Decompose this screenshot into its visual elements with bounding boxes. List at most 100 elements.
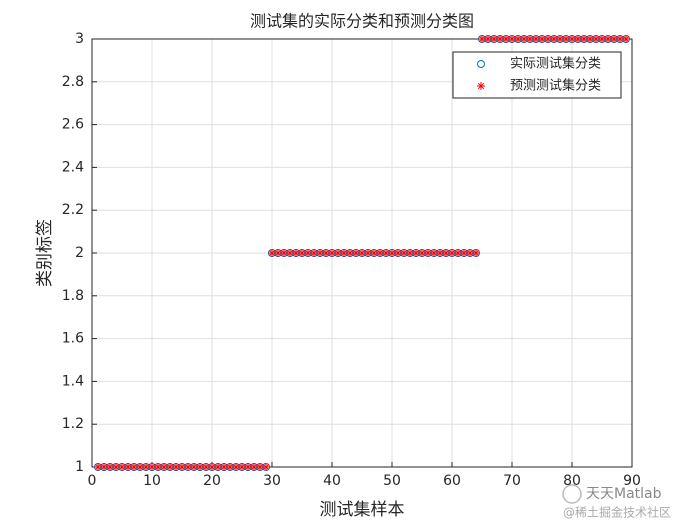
- data-point: [382, 249, 390, 257]
- data-point: [286, 249, 294, 257]
- data-point: [148, 463, 156, 471]
- chart-title: 测试集的实际分类和预测分类图: [250, 12, 474, 31]
- data-point: [118, 463, 126, 471]
- legend-box: [452, 51, 622, 99]
- data-point: [262, 463, 270, 471]
- data-point: [220, 463, 228, 471]
- y-tick-label: 1.2: [62, 416, 84, 432]
- data-point: [310, 249, 318, 257]
- y-tick-label: 2.4: [62, 159, 84, 175]
- data-point: [238, 463, 246, 471]
- data-point: [466, 249, 474, 257]
- y-axis-label: 类别标签: [35, 219, 55, 287]
- data-point: [340, 249, 348, 257]
- legend-label: 实际测试集分类: [510, 56, 601, 72]
- data-point: [526, 35, 534, 43]
- data-point: [442, 249, 450, 257]
- y-tick-label: 2.8: [62, 74, 84, 90]
- y-tick-label: 2.6: [62, 117, 84, 133]
- x-tick-label: 30: [263, 473, 281, 489]
- data-point: [112, 463, 120, 471]
- watermark-logo: [562, 484, 582, 504]
- data-point: [160, 463, 168, 471]
- data-point: [202, 463, 210, 471]
- data-point: [562, 35, 570, 43]
- data-point: [568, 35, 576, 43]
- y-tick-label: 1: [75, 459, 84, 475]
- legend-marker: [477, 60, 485, 68]
- y-tick-label: 1.6: [62, 331, 84, 347]
- data-point: [94, 463, 102, 471]
- y-tick-label: 1.4: [62, 373, 84, 389]
- data-point: [460, 249, 468, 257]
- data-point: [142, 463, 150, 471]
- watermark: @稀土掘金技术社区: [563, 505, 671, 520]
- data-point: [232, 463, 240, 471]
- data-point: [364, 249, 372, 257]
- data-point: [520, 35, 528, 43]
- data-point: [268, 249, 276, 257]
- data-point: [592, 35, 600, 43]
- data-point: [388, 249, 396, 257]
- x-tick-label: 70: [503, 473, 521, 489]
- data-point: [358, 249, 366, 257]
- data-point: [190, 463, 198, 471]
- data-point: [106, 463, 114, 471]
- data-point: [478, 35, 486, 43]
- data-point: [556, 35, 564, 43]
- data-point: [604, 35, 612, 43]
- data-point: [250, 463, 258, 471]
- data-point: [616, 35, 624, 43]
- data-point: [124, 463, 132, 471]
- x-tick-label: 40: [323, 473, 341, 489]
- data-point: [184, 463, 192, 471]
- data-point: [328, 249, 336, 257]
- x-tick-label: 60: [443, 473, 461, 489]
- data-point: [586, 35, 594, 43]
- data-point: [100, 463, 108, 471]
- y-tick-label: 2: [75, 245, 84, 261]
- data-point: [172, 463, 180, 471]
- data-point: [418, 249, 426, 257]
- data-point: [394, 249, 402, 257]
- x-tick-label: 0: [88, 473, 97, 489]
- data-point: [154, 463, 162, 471]
- x-tick-label: 90: [623, 473, 641, 489]
- y-tick-label: 3: [75, 31, 84, 47]
- data-point: [448, 249, 456, 257]
- data-point: [208, 463, 216, 471]
- data-point: [244, 463, 252, 471]
- data-point: [508, 35, 516, 43]
- data-point: [130, 463, 138, 471]
- data-point: [406, 249, 414, 257]
- data-point: [334, 249, 342, 257]
- data-point: [574, 35, 582, 43]
- legend-marker: [477, 82, 485, 90]
- data-point: [400, 249, 408, 257]
- data-point: [550, 35, 558, 43]
- data-point: [598, 35, 606, 43]
- data-point: [532, 35, 540, 43]
- legend-label: 预测测试集分类: [510, 78, 601, 94]
- data-point: [484, 35, 492, 43]
- data-point: [490, 35, 498, 43]
- data-point: [424, 249, 432, 257]
- x-tick-label: 80: [563, 473, 581, 489]
- y-tick-label: 2.2: [62, 202, 84, 218]
- y-tick-label: 1.8: [62, 288, 84, 304]
- x-axis-label: 测试集样本: [320, 500, 405, 520]
- plot-frame: [91, 38, 633, 468]
- data-point: [136, 463, 144, 471]
- data-point: [376, 249, 384, 257]
- data-point: [346, 249, 354, 257]
- data-point: [454, 249, 462, 257]
- data-point: [316, 249, 324, 257]
- watermark: 天天Matlab: [586, 486, 662, 502]
- data-point: [352, 249, 360, 257]
- data-point: [298, 249, 306, 257]
- data-point: [610, 35, 618, 43]
- data-point: [412, 249, 420, 257]
- data-point: [256, 463, 264, 471]
- data-point: [322, 249, 330, 257]
